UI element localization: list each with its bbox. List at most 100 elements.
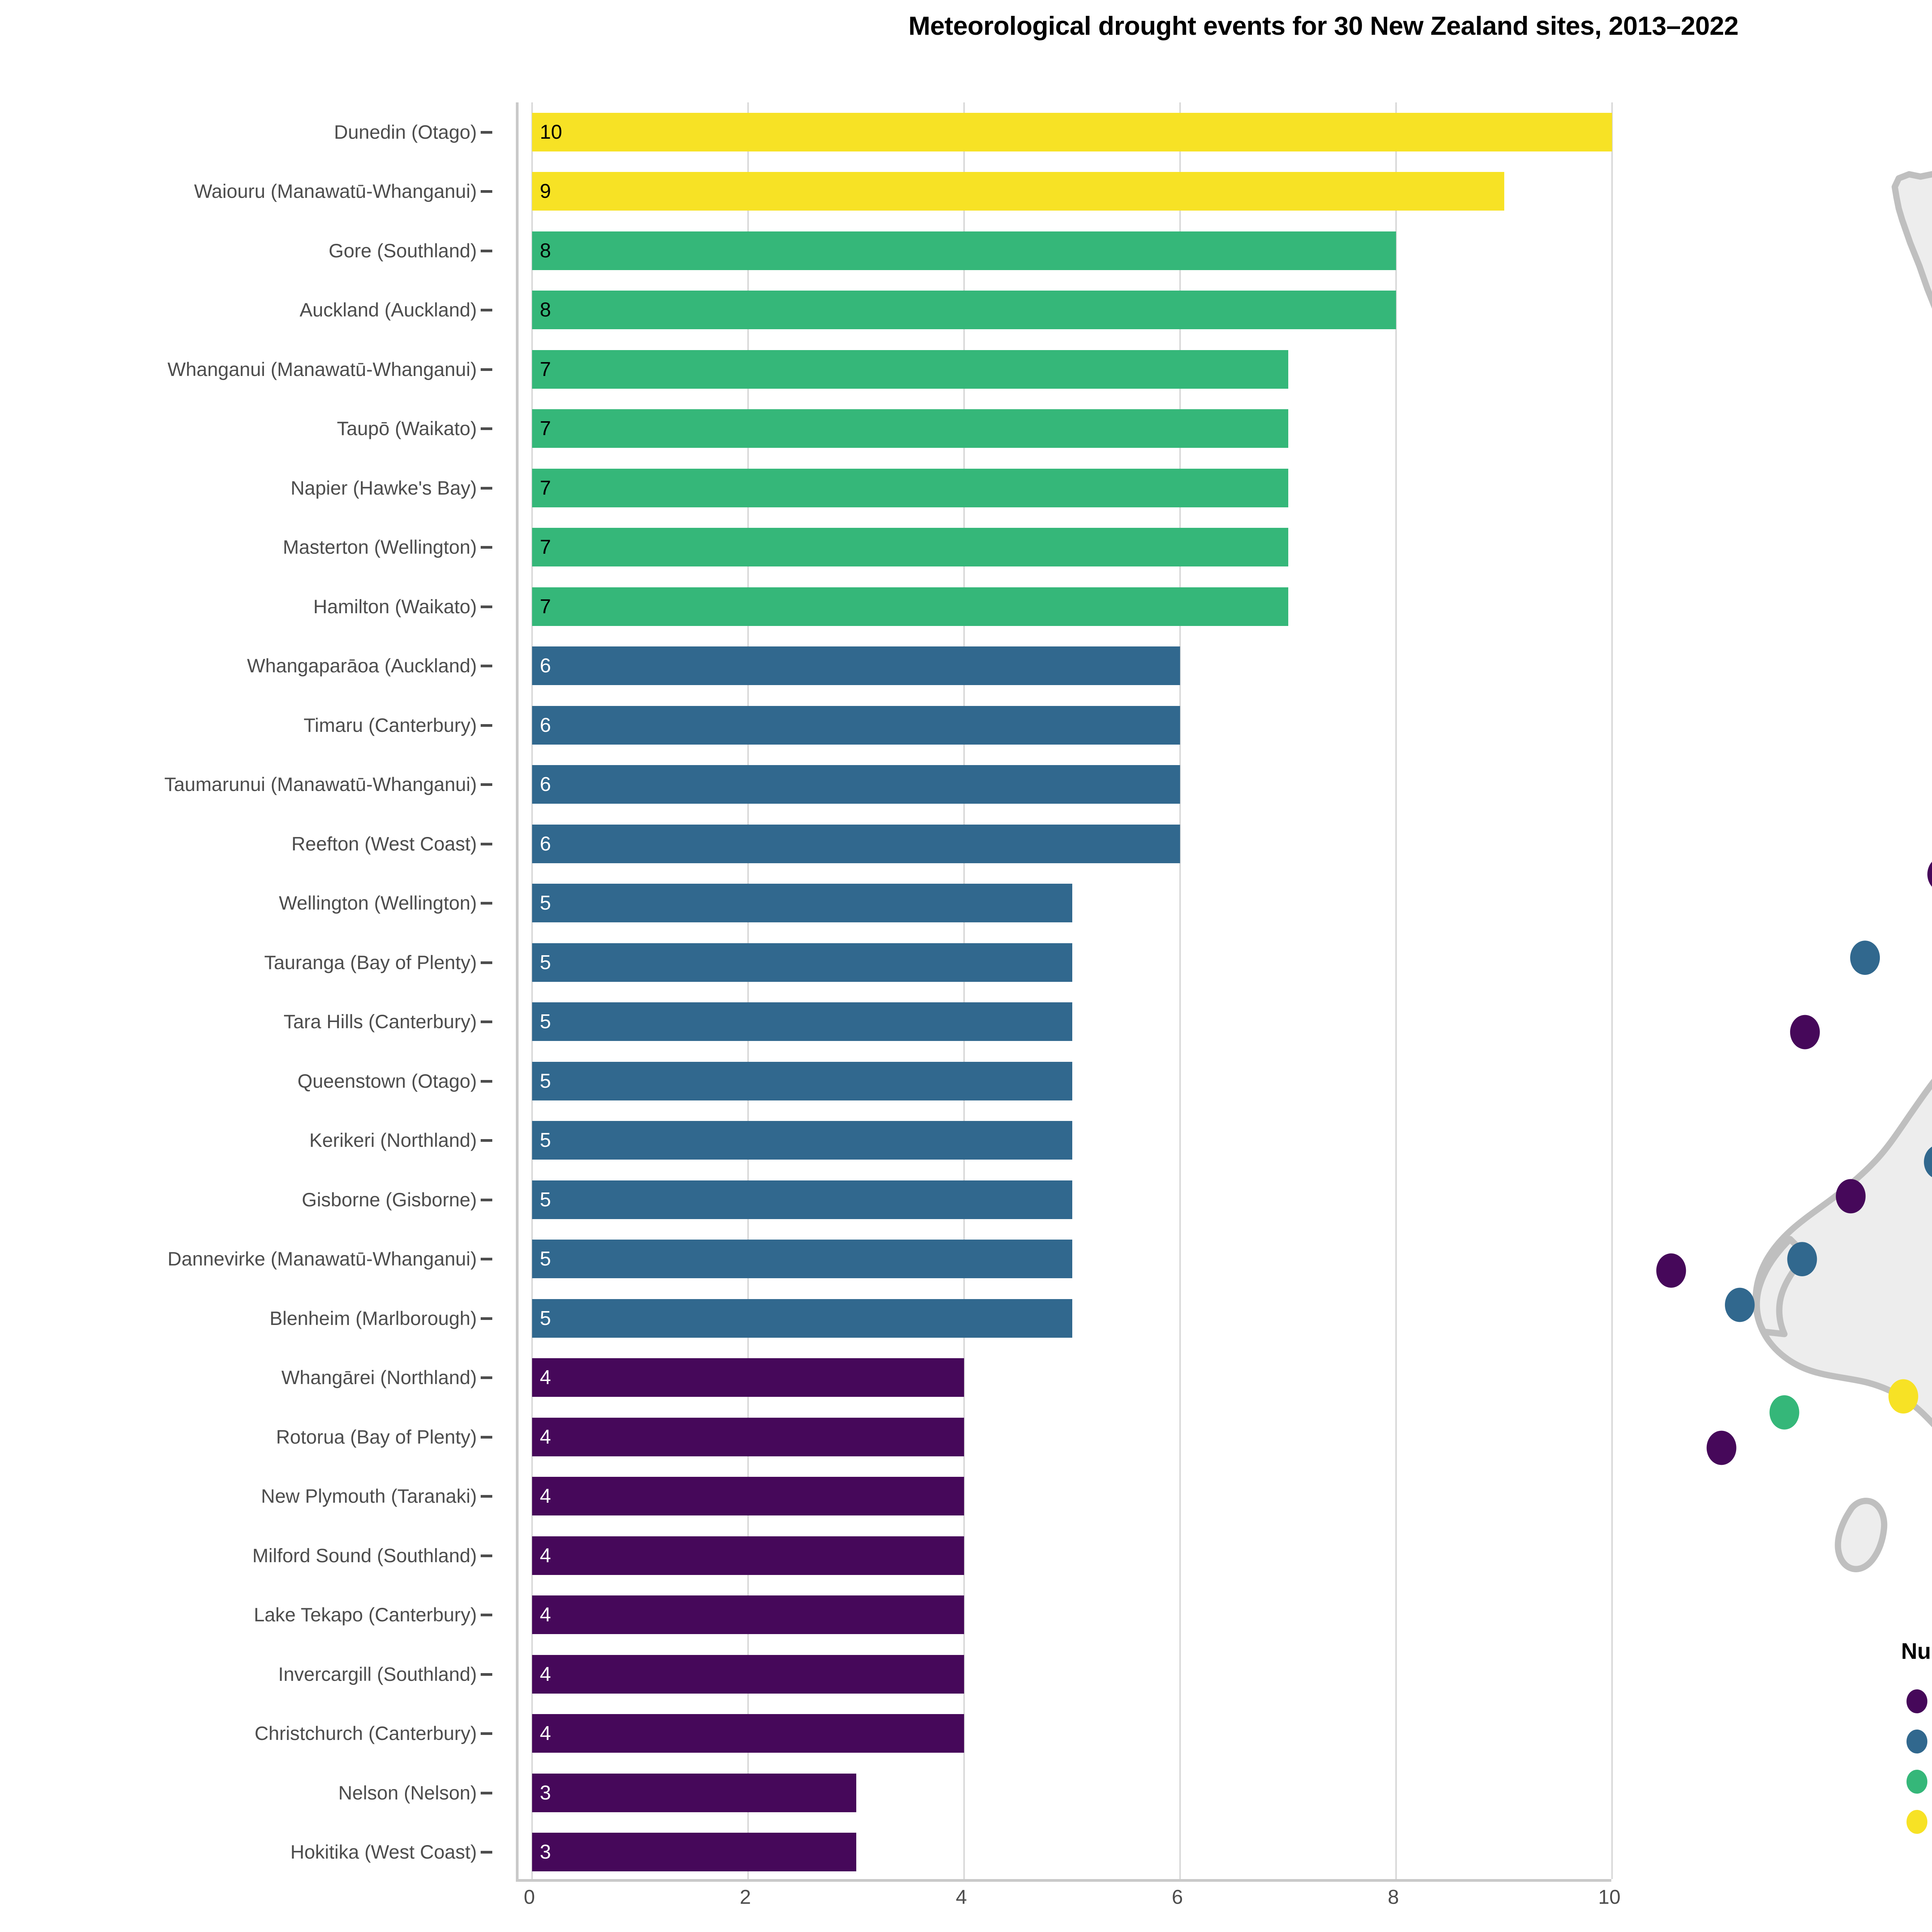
bar[interactable]: 5 [532, 1180, 1072, 1219]
bar[interactable]: 9 [532, 172, 1504, 211]
bar[interactable]: 8 [532, 231, 1396, 270]
bar-row[interactable]: 8 [519, 291, 1614, 330]
map-site-marker[interactable]: Queenstown (Otago): 5 [1725, 1287, 1755, 1322]
bar-row[interactable]: 4 [519, 1417, 1614, 1456]
bar[interactable]: 7 [532, 468, 1288, 507]
y-axis-label: Milford Sound (Southland) [252, 1544, 477, 1566]
bar[interactable]: 7 [532, 587, 1288, 626]
y-axis-tick [481, 665, 492, 668]
map-site-marker[interactable]: Timaru (Canterbury): 6 [1924, 1145, 1932, 1179]
x-axis-tick-label: 10 [1598, 1886, 1621, 1908]
bar[interactable]: 4 [532, 1358, 964, 1397]
gridline [1179, 102, 1181, 1879]
bar-row[interactable]: 5 [519, 1240, 1614, 1279]
bar[interactable]: 5 [532, 1240, 1072, 1279]
bar-row[interactable]: 4 [519, 1358, 1614, 1397]
y-axis-tick [481, 842, 492, 845]
bar[interactable]: 5 [532, 1061, 1072, 1100]
bar-row[interactable]: 6 [519, 824, 1614, 863]
legend-title: Number of drought events [1901, 1639, 1932, 1664]
bar-value-label: 5 [540, 1248, 551, 1270]
bar-row[interactable]: 5 [519, 1061, 1614, 1100]
map-site-marker[interactable]: Gore (Southland): 8 [1769, 1395, 1799, 1430]
bar[interactable]: 4 [532, 1595, 964, 1634]
legend-color-swatch [1906, 1810, 1927, 1834]
bar-value-label: 6 [540, 714, 551, 736]
bar[interactable]: 4 [532, 1417, 964, 1456]
bar[interactable]: 4 [532, 1714, 964, 1753]
bar-row[interactable]: 4 [519, 1536, 1614, 1575]
y-axis-tick [481, 605, 492, 608]
bar[interactable]: 10 [532, 112, 1612, 151]
bar-row[interactable]: 4 [519, 1477, 1614, 1516]
bar-row[interactable]: 3 [519, 1773, 1614, 1812]
bar-row[interactable]: 4 [519, 1595, 1614, 1634]
legend-item[interactable]: 7–8 [1901, 1762, 1932, 1802]
bar-value-label: 5 [540, 1188, 551, 1211]
bar-row[interactable]: 7 [519, 587, 1614, 626]
bar-row[interactable]: 7 [519, 468, 1614, 507]
map-site-marker[interactable]: Reefton (West Coast): 6 [1850, 940, 1880, 975]
y-axis-label: Timaru (Canterbury) [303, 714, 477, 736]
bar-row[interactable]: 7 [519, 350, 1614, 389]
bar-value-label: 6 [540, 655, 551, 677]
legend-item[interactable]: ≤4 [1901, 1681, 1932, 1721]
bar[interactable]: 5 [532, 943, 1072, 982]
bar[interactable]: 3 [532, 1773, 856, 1812]
bar[interactable]: 7 [532, 409, 1288, 448]
y-axis-label: Gore (Southland) [328, 240, 477, 262]
bar-row[interactable]: 5 [519, 1180, 1614, 1219]
map-point-markers: Kerikeri (Northland): 5Whangārei (Northl… [1656, 857, 1932, 1465]
y-axis-tick [481, 368, 492, 371]
bar[interactable]: 6 [532, 706, 1180, 745]
y-axis-tick [481, 249, 492, 252]
map-site-marker[interactable]: Dunedin (Otago): 10 [1888, 1379, 1918, 1414]
bar-row[interactable]: 7 [519, 528, 1614, 567]
bar[interactable]: 5 [532, 1002, 1072, 1041]
map-site-marker[interactable]: Nelson (Nelson): 3 [1927, 857, 1932, 891]
bar-row[interactable]: 5 [519, 943, 1614, 982]
bar-value-label: 9 [540, 180, 551, 203]
bar[interactable]: 4 [532, 1536, 964, 1575]
bar-row[interactable]: 6 [519, 706, 1614, 745]
bar-value-label: 7 [540, 476, 551, 499]
bar-row[interactable]: 6 [519, 765, 1614, 804]
bar[interactable]: 6 [532, 824, 1180, 863]
bar[interactable]: 5 [532, 884, 1072, 923]
bar-value-label: 4 [540, 1722, 551, 1745]
bar-row[interactable]: 7 [519, 409, 1614, 448]
bar-row[interactable]: 5 [519, 1121, 1614, 1160]
bar-row[interactable]: 10 [519, 112, 1614, 151]
legend-item[interactable]: >8 [1901, 1802, 1932, 1842]
bar[interactable]: 3 [532, 1833, 856, 1872]
legend-item[interactable]: 5–6 [1901, 1721, 1932, 1762]
bar-row[interactable]: 3 [519, 1833, 1614, 1872]
bar[interactable]: 4 [532, 1655, 964, 1694]
bar[interactable]: 7 [532, 350, 1288, 389]
bar[interactable]: 6 [532, 765, 1180, 804]
map-site-marker[interactable]: Lake Tekapo (Canterbury): 4 [1836, 1179, 1866, 1214]
bar[interactable]: 8 [532, 291, 1396, 330]
map-site-marker[interactable]: Tara Hills (Canterbury): 5 [1787, 1242, 1817, 1276]
bar[interactable]: 7 [532, 528, 1288, 567]
bar[interactable]: 6 [532, 646, 1180, 685]
y-axis-label: Tauranga (Bay of Plenty) [264, 951, 477, 973]
y-axis-label: Kerikeri (Northland) [309, 1129, 477, 1151]
bar-value-label: 4 [540, 1366, 551, 1389]
bar-row[interactable]: 6 [519, 646, 1614, 685]
y-axis-label: Dannevirke (Manawatū-Whanganui) [167, 1248, 477, 1270]
bar-row[interactable]: 4 [519, 1714, 1614, 1753]
bar-row[interactable]: 4 [519, 1655, 1614, 1694]
bar[interactable]: 5 [532, 1299, 1072, 1338]
bar-row[interactable]: 5 [519, 1002, 1614, 1041]
map-site-marker[interactable]: Hokitika (West Coast): 3 [1790, 1015, 1820, 1049]
bar[interactable]: 4 [532, 1477, 964, 1516]
bar[interactable]: 5 [532, 1121, 1072, 1160]
map-site-marker[interactable]: Invercargill (Southland): 4 [1706, 1430, 1736, 1465]
bar-row[interactable]: 5 [519, 1299, 1614, 1338]
bar-row[interactable]: 9 [519, 172, 1614, 211]
bar-row[interactable]: 8 [519, 231, 1614, 270]
gridline [963, 102, 965, 1879]
bar-row[interactable]: 5 [519, 884, 1614, 923]
map-site-marker[interactable]: Milford Sound (Southland): 4 [1656, 1253, 1686, 1288]
